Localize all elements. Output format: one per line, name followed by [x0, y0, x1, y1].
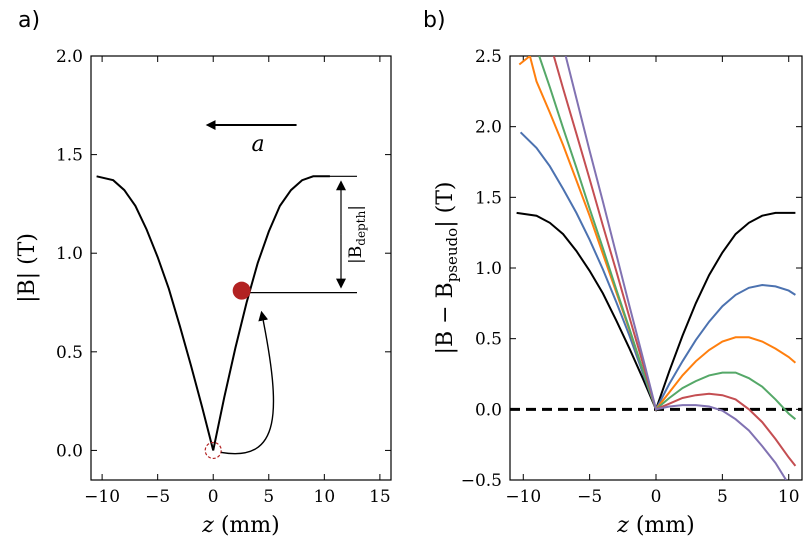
a-panel-label: a) [18, 8, 40, 33]
a-depth-label: |Bdepth| [346, 205, 368, 264]
a-xtick-label: 5 [263, 487, 274, 507]
b-panel-label: b) [423, 8, 446, 33]
b-ytick-label: 1.5 [475, 188, 502, 208]
a-particle [232, 281, 251, 300]
a-ytick-label: 0.5 [56, 343, 83, 363]
a-xtick-label: 10 [314, 487, 336, 507]
b-ytick-label: 0.5 [475, 330, 502, 350]
a-xtick-label: −10 [84, 487, 120, 507]
a-ytick-label: 0.0 [56, 441, 83, 461]
b-series-line-purple [564, 56, 787, 480]
b-ytick-label: 0.0 [475, 400, 502, 420]
a-ytick-label: 2.0 [56, 47, 83, 67]
b-ytick-label: 2.5 [475, 47, 502, 67]
a-xtick-label: 0 [208, 487, 219, 507]
a-ytick-label: 1.5 [56, 146, 83, 166]
a-xlabel: z (mm) [201, 513, 279, 538]
b-xlabel: z (mm) [616, 513, 694, 538]
a-start-marker [204, 441, 222, 460]
panel-a: −10 −5 0 5 10 15 0.0 0.5 1.0 1.5 2.0 z (mm) a) |B| (T… [15, 8, 392, 538]
b-series-line-black [516, 211, 796, 413]
b-ytick-label: 1.0 [475, 259, 502, 279]
b-series-line-blue [519, 131, 796, 412]
b-ylabel: |B − Bpseudo| (T) [433, 182, 461, 355]
a-ylabel: |B| (T) [15, 233, 40, 303]
b-xtick-label: 10 [778, 487, 800, 507]
b-series-line-red [552, 56, 797, 467]
b-plot-area [510, 56, 802, 480]
b-xtick-label: −5 [577, 487, 602, 507]
b-ytick-label: −0.5 [461, 471, 502, 491]
panel-b: −10 −5 0 5 10 −0.5 0.0 0.5 1.0 1.5 2.0 2.5 z (mm) b) |… [423, 8, 803, 538]
a-axes-frame [90, 55, 392, 481]
a-xtick-label: −5 [145, 487, 170, 507]
b-xtick-label: −10 [505, 487, 541, 507]
b-ytick-label: 2.0 [475, 118, 502, 138]
a-accel-label: a [252, 132, 265, 157]
a-motion-arrow [221, 310, 275, 455]
b-axes-frame [509, 55, 803, 481]
a-series-line [96, 175, 330, 451]
a-ytick-label: 1.0 [56, 244, 83, 264]
b-xtick-label: 0 [651, 487, 662, 507]
b-xtick-label: 5 [717, 487, 728, 507]
b-series-line-green [538, 56, 797, 420]
a-xtick-label: 15 [369, 487, 391, 507]
